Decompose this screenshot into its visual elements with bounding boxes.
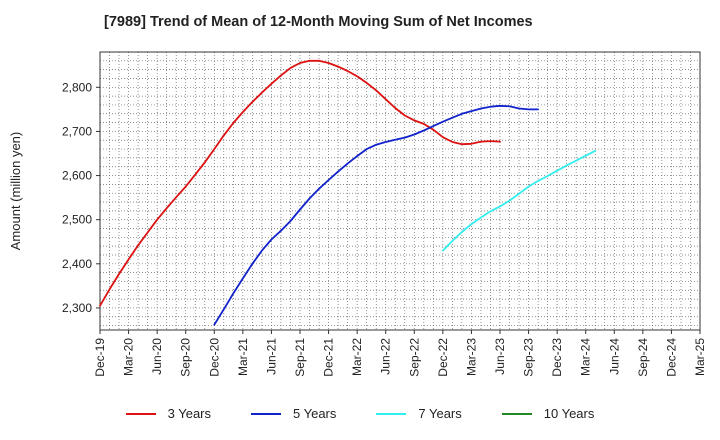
plot-area [100,52,700,330]
x-tick-label: Jun-22 [379,338,393,375]
chart-title: [7989] Trend of Mean of 12-Month Moving … [104,14,533,30]
legend-swatch-10-years [501,412,532,415]
legend: 3 Years 5 Years 7 Years 10 Years [0,406,720,421]
x-tick-label: Sep-21 [293,338,307,377]
y-tick-label: 2,500 [62,213,92,227]
x-tick-label: Mar-23 [464,338,478,376]
y-tick-label: 2,600 [62,169,92,183]
series-line-7-years [441,149,597,252]
plot-frame [99,51,701,331]
x-tick-label: Sep-20 [179,338,193,377]
series-line-3-years [99,59,501,307]
y-tick-label: 2,700 [62,124,92,138]
x-tick-label: Jun-21 [264,338,278,375]
x-tick-label: Mar-20 [122,338,136,376]
series-line-5-years [213,104,539,326]
x-tick-label: Dec-21 [322,338,336,377]
legend-item-3-years: 3 Years [125,406,211,421]
y-axis-label: Amount (million yen) [8,132,23,251]
y-tick-label: 2,400 [62,257,92,271]
x-tick-label: Dec-24 [664,338,678,377]
x-tick-label: Sep-22 [407,338,421,377]
x-tick-label: Jun-20 [150,338,164,375]
legend-swatch-5-years [251,412,281,415]
x-tick-label: Mar-24 [579,338,593,376]
legend-label-10-years: 10 Years [543,406,595,421]
x-tick-label: Dec-23 [550,338,564,377]
legend-label-3-years: 3 Years [167,406,211,421]
x-tick-label: Mar-21 [236,338,250,376]
x-tick-label: Jun-24 [607,338,621,375]
legend-swatch-7-years [376,412,407,415]
x-tick-label: Mar-22 [350,338,364,376]
x-tick-label: Mar-25 [693,338,707,376]
x-tick-label: Dec-22 [436,338,450,377]
legend-swatch-3-years [125,412,156,415]
x-tick-label: Dec-20 [207,338,221,377]
y-tick-label: 2,800 [62,80,92,94]
x-tick-label: Jun-23 [493,338,507,375]
x-tick-label: Sep-24 [636,338,650,377]
x-tick-label: Dec-19 [93,338,107,377]
legend-item-10-years: 10 Years [501,406,595,421]
x-tick-label: Sep-23 [522,338,536,377]
legend-label-5-years: 5 Years [293,406,337,421]
legend-label-7-years: 7 Years [418,406,462,421]
legend-item-7-years: 7 Years [376,406,462,421]
legend-item-5-years: 5 Years [251,406,336,421]
y-tick-label: 2,300 [62,301,92,315]
